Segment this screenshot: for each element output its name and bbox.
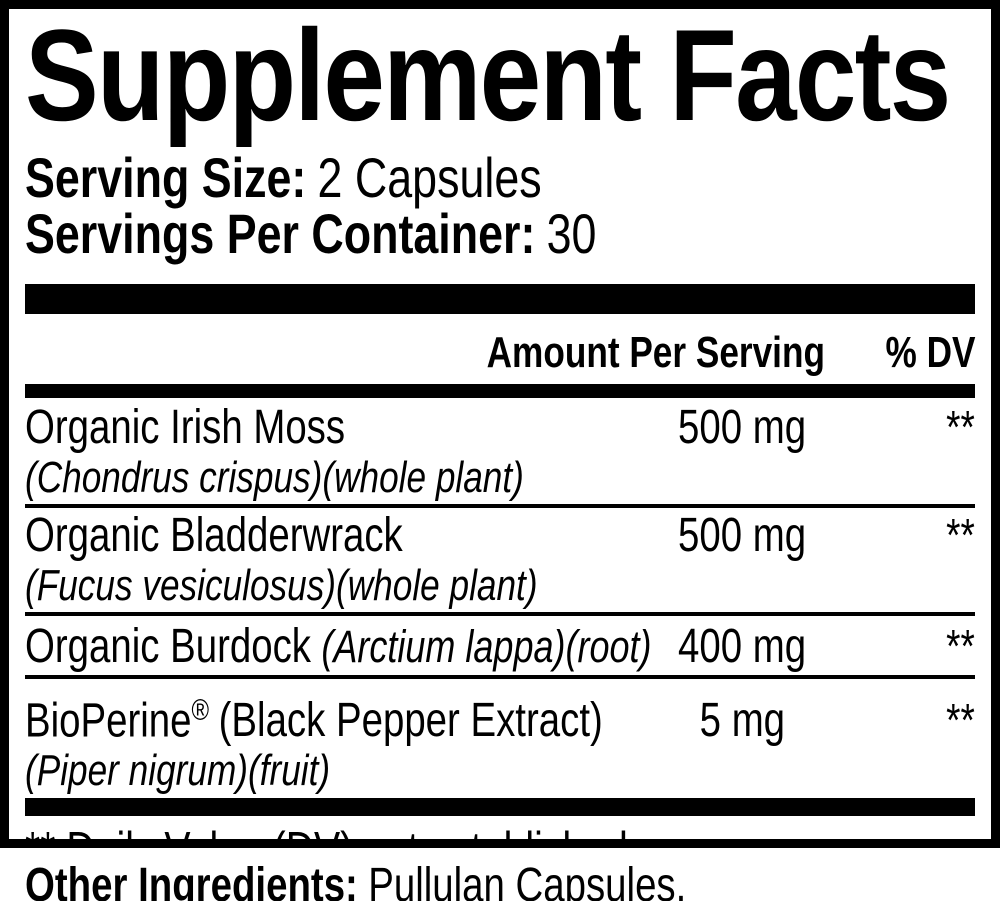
ingredient-name: BioPerine xyxy=(25,693,192,747)
header-divider-bar xyxy=(25,383,975,398)
amount-per-serving-header: Amount Per Serving xyxy=(486,327,825,377)
serving-size-label: Serving Size: xyxy=(25,145,307,209)
ingredient-row-bladderwrack: Organic Bladderwrack 500 mg ** (Fucus ve… xyxy=(25,508,975,616)
other-ingredients-label: Other Ingredients: xyxy=(25,859,358,901)
ingredient-scientific-name: (Fucus vesiculosus)(whole plant) xyxy=(25,560,538,610)
ingredient-scientific-name: (Arctium lappa)(root) xyxy=(321,620,652,672)
supplement-facts-title: Supplement Facts xyxy=(25,2,951,148)
daily-value-footnote: ** Daily Value (DV) not established xyxy=(25,816,975,839)
ingredient-dv: ** xyxy=(946,693,975,746)
ingredient-amount: 500 mg xyxy=(678,400,807,454)
ingredient-amount: 5 mg xyxy=(699,693,786,747)
supplement-facts-panel: Supplement Facts Serving Size: 2 Capsules… xyxy=(0,0,1000,848)
serving-size-value: 2 Capsules xyxy=(317,145,542,209)
ingredient-name: Organic Burdock xyxy=(25,619,311,673)
ingredient-scientific-name: (Chondrus crispus)(whole plant) xyxy=(25,452,524,502)
ingredient-dv: ** xyxy=(946,508,975,561)
ingredient-name: Organic Irish Moss xyxy=(25,400,346,454)
ingredient-row-irish-moss: Organic Irish Moss 500 mg ** (Chondrus c… xyxy=(25,398,975,508)
ingredient-row-bioperine: BioPerine® (Black Pepper Extract) 5 mg **… xyxy=(25,679,975,802)
column-header-row: Amount Per Serving % DV xyxy=(25,314,975,384)
serving-size-line: Serving Size: 2 Capsules xyxy=(25,149,975,206)
top-divider-bar xyxy=(25,283,975,314)
ingredient-amount: 500 mg xyxy=(678,508,807,562)
ingredient-amount: 400 mg xyxy=(678,619,807,673)
registered-trademark-symbol: ® xyxy=(191,693,210,727)
ingredient-row-burdock: Organic Burdock (Arctium lappa)(root) 400… xyxy=(25,616,975,679)
ingredient-dv: ** xyxy=(946,619,975,672)
ingredient-name: Organic Bladderwrack xyxy=(25,508,403,562)
percent-dv-header: % DV xyxy=(885,327,975,377)
other-ingredients-value: Pullulan Capsules. xyxy=(368,859,687,901)
ingredient-scientific-name: (Piper nigrum)(fruit) xyxy=(25,745,331,795)
other-ingredients-line: Other Ingredients: Pullulan Capsules. xyxy=(25,861,1000,901)
servings-per-container-label: Servings Per Container: xyxy=(25,201,536,265)
servings-per-container-line: Servings Per Container: 30 xyxy=(25,205,975,262)
ingredient-name-note: (Black Pepper Extract) xyxy=(218,693,603,747)
servings-per-container-value: 30 xyxy=(546,201,597,265)
ingredient-dv: ** xyxy=(946,400,975,453)
footnote-divider-bar xyxy=(25,801,975,816)
